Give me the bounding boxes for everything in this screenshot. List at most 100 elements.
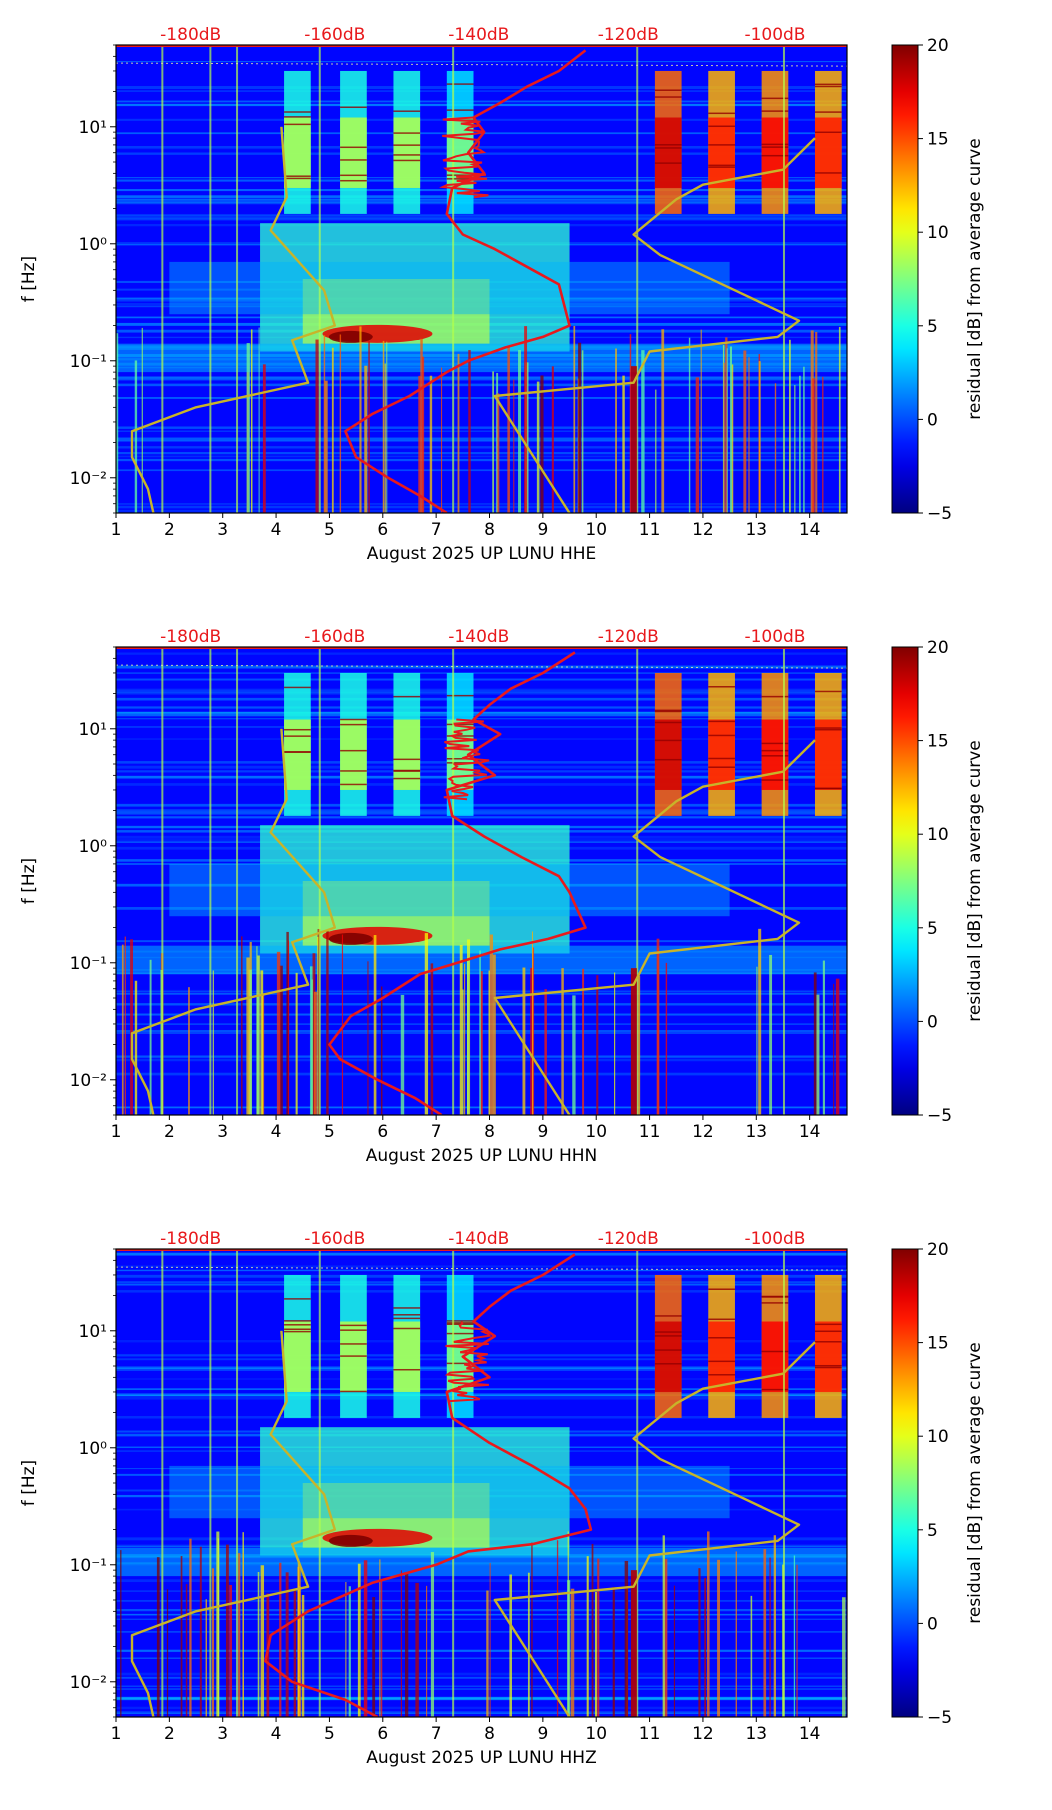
heatmap-event-streak [364, 1560, 367, 1717]
heatmap-noise-band [116, 201, 847, 203]
top-db-label: -140dB [448, 627, 509, 647]
heatmap-noise-band [116, 679, 847, 681]
heatmap-event-streak [730, 347, 732, 513]
top-db-label: -180dB [160, 1229, 221, 1249]
heatmap-daily-line [393, 144, 420, 146]
heatmap-event-streak [458, 354, 460, 513]
heatmap-event-streak [736, 1551, 737, 1717]
x-axis-label: August 2025 UP LUNU HHN [366, 1146, 598, 1166]
heatmap-daily-line [340, 719, 367, 721]
heatmap-event-streak [186, 1584, 188, 1717]
heatmap-daily-line [447, 1322, 474, 1324]
heatmap-daily-line [284, 178, 311, 180]
heatmap-daily-block-core [708, 1322, 735, 1392]
heatmap-noise-band [116, 214, 847, 216]
x-axis-label: August 2025 UP LUNU HHE [367, 544, 597, 564]
heatmap-full-streak [161, 45, 163, 513]
heatmap-noise-band [116, 503, 847, 504]
heatmap-event-streak [142, 328, 143, 513]
heatmap-event-streak [796, 1565, 797, 1717]
heatmap-daily-line [815, 86, 842, 88]
heatmap-event-streak [567, 1580, 570, 1717]
heatmap-daily-line [708, 686, 735, 688]
y-tick-label: 10¹ [79, 118, 107, 138]
x-tick-label: 12 [692, 520, 714, 540]
colorbar-tick-label: 15 [927, 130, 949, 150]
heatmap-daily-line [340, 1355, 367, 1357]
heatmap-event-streak [816, 995, 819, 1115]
top-db-label: -120dB [598, 1229, 659, 1249]
heatmap-full-streak [783, 45, 785, 513]
heatmap-noise-band [116, 1253, 847, 1256]
heatmap-event-streak [490, 1563, 491, 1717]
heatmap-event-streak [317, 937, 318, 1115]
heatmap-event-streak [188, 987, 190, 1115]
x-tick-label: 3 [217, 520, 228, 540]
heatmap-event-streak [552, 366, 554, 513]
x-axis-label: August 2025 UP LUNU HHZ [366, 1748, 597, 1768]
x-tick-label: 7 [431, 520, 442, 540]
x-tick-label: 3 [217, 1122, 228, 1142]
heatmap-event-streak [263, 364, 266, 513]
y-tick-label: 10⁻¹ [70, 1556, 107, 1576]
heatmap-event-streak [150, 960, 152, 1115]
heatmap-full-streak [236, 647, 238, 1115]
heatmap-full-streak [209, 647, 211, 1115]
heatmap-event-streak [418, 376, 420, 513]
heatmap-noise-band [116, 672, 847, 673]
heatmap-event-streak [615, 348, 617, 513]
colorbar-label: residual [dB] from average curve [965, 138, 985, 419]
heatmap-event-streak [724, 363, 725, 513]
heatmap-event-streak [431, 1552, 434, 1717]
heatmap-daily-line [284, 1331, 311, 1333]
heatmap-event-streak [727, 348, 728, 513]
colorbar-tick-label: 5 [927, 317, 938, 337]
y-tick-label: 10⁰ [79, 235, 108, 255]
heatmap-noise-band [116, 397, 847, 399]
heatmap-noise-band [116, 718, 847, 719]
heatmap-noise-band [116, 510, 847, 511]
heatmap-daily-line [708, 1319, 735, 1321]
heatmap-noise-band [116, 101, 847, 103]
x-tick-label: 11 [639, 1724, 661, 1744]
colorbar-tick-label: 15 [927, 1334, 949, 1354]
heatmap-event-streak [260, 970, 263, 1115]
x-tick-label: 7 [431, 1724, 442, 1744]
heatmap-daily-line [815, 729, 842, 731]
heatmap-noise-band [116, 379, 847, 381]
heatmap-daily-line [708, 766, 735, 768]
top-db-label: -160dB [304, 627, 365, 647]
colorbar-tick-label: 20 [927, 1240, 949, 1260]
heatmap-event-streak [367, 961, 368, 1115]
heatmap-noise-band [116, 817, 847, 819]
heatmap-event-streak [751, 1596, 753, 1717]
x-tick-label: 14 [799, 1122, 821, 1142]
heatmap-noise-band [116, 1688, 847, 1690]
heatmap-event-streak [259, 327, 260, 513]
heatmap-event-streak [666, 963, 667, 1115]
heatmap-strong-streak [631, 366, 637, 513]
heatmap-daily-line [655, 96, 682, 98]
y-tick-label: 10⁻² [70, 1071, 107, 1091]
x-tick-label: 1 [111, 1724, 122, 1744]
heatmap-full-streak [209, 45, 211, 513]
heatmap-daily-line [284, 1298, 311, 1300]
heatmap-event-streak [561, 968, 563, 1115]
heatmap-noise-band [116, 440, 847, 441]
heatmap-daily-line [393, 696, 420, 698]
y-tick-label: 10⁻² [70, 469, 107, 489]
heatmap-daily-block-core [340, 118, 367, 188]
heatmap-event-streak [573, 326, 575, 513]
top-db-label: -180dB [160, 25, 221, 45]
heatmap-daily-line [340, 1343, 367, 1345]
heatmap-event-streak [531, 1543, 532, 1717]
heatmap-event-streak [497, 393, 499, 513]
heatmap-event-streak [463, 989, 464, 1115]
top-db-label: -120dB [598, 627, 659, 647]
heatmap-event-streak [243, 1553, 244, 1717]
heatmap-daily-line [815, 84, 842, 86]
heatmap-daily-line [393, 154, 420, 156]
heatmap-event-streak [238, 1553, 240, 1717]
heatmap-event-streak [775, 383, 776, 513]
x-tick-label: 1 [111, 1122, 122, 1142]
